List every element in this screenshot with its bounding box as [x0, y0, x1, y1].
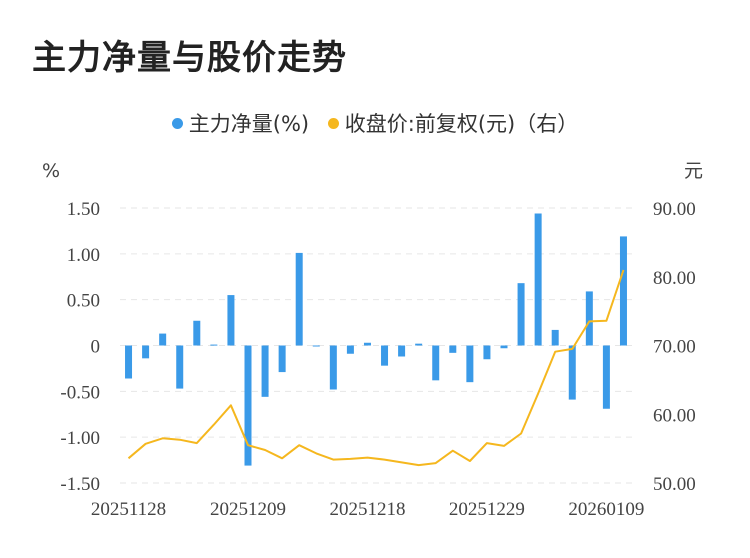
left-tick-label: 1.00 [67, 245, 100, 266]
left-tick-label: -1.50 [60, 474, 100, 495]
bar[interactable] [585, 291, 593, 346]
bar[interactable] [227, 295, 235, 346]
legend-bar-label: 主力净量(%) [188, 112, 310, 136]
x-tick-label: 20251218 [329, 499, 405, 520]
legend-bar-marker [171, 117, 183, 129]
left-tick-label: 0.50 [67, 291, 100, 312]
bar[interactable] [125, 345, 133, 379]
left-axis: 1.50 1.00 0.50 0 -0.50 -1.00 -1.50 [60, 199, 100, 495]
bar[interactable] [159, 333, 167, 346]
bar[interactable] [278, 345, 286, 373]
x-tick-label: 20260109 [568, 499, 644, 520]
bar-series [125, 213, 627, 466]
bar[interactable] [210, 344, 218, 346]
left-tick-label: -0.50 [60, 382, 100, 403]
bar[interactable] [500, 345, 508, 349]
bar[interactable] [568, 345, 576, 400]
legend-item-line[interactable]: 收盘价:前复权(元)（右） [327, 108, 579, 138]
x-tick-label: 20251229 [449, 499, 525, 520]
x-axis: 20251128 20251209 20251218 20251229 20260109 [91, 499, 645, 520]
bar[interactable] [312, 345, 320, 347]
right-unit-label: 元 [684, 160, 703, 182]
bar[interactable] [193, 320, 201, 346]
bar[interactable] [534, 213, 542, 346]
bar[interactable] [466, 345, 474, 383]
right-tick-label: 70.00 [653, 337, 696, 358]
left-tick-label: 1.50 [67, 199, 100, 220]
x-tick-label: 20251209 [210, 499, 286, 520]
right-tick-label: 80.00 [653, 268, 696, 289]
bar[interactable] [244, 345, 252, 466]
bar[interactable] [517, 283, 525, 346]
bar[interactable] [381, 345, 389, 366]
bar[interactable] [432, 345, 440, 381]
chart-title: 主力净量与股价走势 [32, 38, 347, 78]
legend-line-marker [327, 117, 339, 129]
line-series [127, 269, 625, 467]
bar[interactable] [176, 345, 184, 389]
legend-item-bar[interactable]: 主力净量(%) [171, 108, 310, 138]
grid-lines [120, 207, 632, 484]
bar[interactable] [261, 345, 269, 397]
right-axis: 90.00 80.00 70.00 60.00 50.00 [653, 199, 696, 495]
bar[interactable] [295, 252, 303, 346]
legend-line-label: 收盘价:前复权(元)（右） [344, 112, 579, 136]
bar[interactable] [415, 343, 423, 346]
bar[interactable] [449, 345, 457, 353]
bar[interactable] [142, 345, 150, 359]
bar[interactable] [602, 345, 610, 409]
right-tick-label: 50.00 [653, 474, 696, 495]
bar[interactable] [551, 329, 559, 346]
bar[interactable] [619, 236, 627, 346]
bar[interactable] [363, 342, 371, 346]
x-tick-label: 20251128 [91, 499, 166, 520]
bar[interactable] [329, 345, 337, 390]
price-line[interactable] [127, 269, 625, 467]
bar[interactable] [398, 345, 406, 357]
bar[interactable] [346, 345, 354, 354]
right-tick-label: 90.00 [653, 199, 696, 220]
left-tick-label: 0 [91, 337, 101, 358]
right-tick-label: 60.00 [653, 405, 696, 426]
bar[interactable] [483, 345, 491, 360]
left-unit-label: % [42, 160, 60, 182]
left-tick-label: -1.00 [60, 428, 100, 449]
legend: 主力净量(%) 收盘价:前复权(元)（右） [0, 108, 750, 138]
